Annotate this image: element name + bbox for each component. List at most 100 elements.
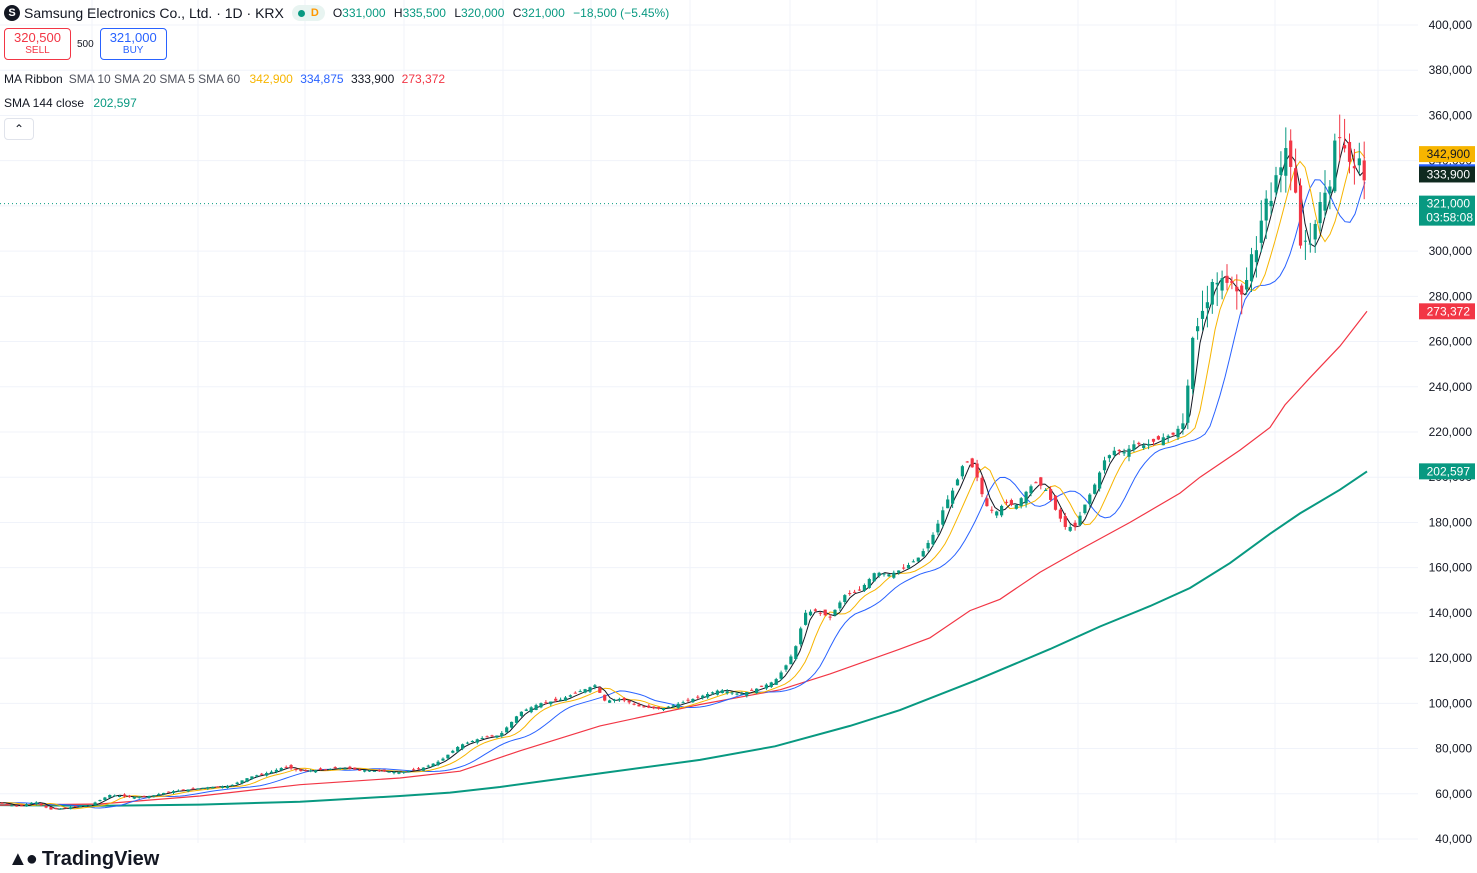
candle-body xyxy=(122,794,127,797)
axis-badge-bg xyxy=(1419,146,1475,163)
candle-body xyxy=(1039,477,1043,486)
candle-body xyxy=(436,761,440,766)
candle-body xyxy=(671,705,675,707)
candle-body xyxy=(59,808,63,810)
candle-body xyxy=(318,768,323,770)
sma-20-line xyxy=(0,179,1366,809)
candle-body xyxy=(1181,423,1185,429)
candle-body xyxy=(990,509,994,511)
sell-button[interactable]: 320,500 SELL xyxy=(4,28,71,60)
candle-body xyxy=(225,786,229,788)
candle-body xyxy=(598,687,602,693)
candle-body xyxy=(691,698,695,703)
candle-body xyxy=(1171,432,1175,435)
ma-ribbon-value-1: 342,900 xyxy=(249,72,293,86)
candle-body xyxy=(1303,240,1307,242)
candle-body xyxy=(142,795,146,797)
candle-body xyxy=(647,705,651,708)
candle-body xyxy=(358,769,362,771)
candle-body xyxy=(431,763,435,767)
axis-badge-label: 202,597 xyxy=(1427,464,1471,478)
candle-body xyxy=(1284,148,1288,176)
candle-body xyxy=(1166,435,1170,438)
candle-body xyxy=(1328,186,1332,194)
tradingview-brand[interactable]: ▲● TradingView xyxy=(8,848,160,870)
candle-body xyxy=(608,700,612,703)
candle-body xyxy=(818,612,822,614)
indicator-sma-144[interactable]: SMA 144 close 202,597 xyxy=(4,96,137,110)
candle-body xyxy=(1343,145,1347,149)
candle-body xyxy=(323,769,327,771)
candle-body xyxy=(113,795,117,797)
candle-body xyxy=(1240,285,1244,295)
sma-10-line xyxy=(0,150,1366,810)
candle-body xyxy=(730,692,734,694)
y-tick-label: 140,000 xyxy=(1429,606,1473,620)
market-status-pill[interactable]: D xyxy=(291,5,325,21)
candle-body xyxy=(206,787,210,789)
candle-body xyxy=(181,789,185,791)
candle-body xyxy=(1259,220,1263,243)
candle-body xyxy=(1029,486,1033,494)
candle-body xyxy=(1102,460,1107,471)
collapse-legend-button[interactable]: ⌃ xyxy=(4,118,34,140)
candle-body xyxy=(931,534,935,545)
candle-body xyxy=(73,806,78,808)
candle-body xyxy=(1161,437,1165,446)
candle-body xyxy=(1073,522,1077,527)
candle-body xyxy=(343,768,347,770)
candle-body xyxy=(480,738,484,740)
candle-body xyxy=(1117,449,1121,452)
candle-body xyxy=(588,687,592,692)
buy-button[interactable]: 321,000 BUY xyxy=(99,28,167,60)
candle-body xyxy=(15,805,19,807)
candle-body xyxy=(902,567,906,569)
y-tick-label: 100,000 xyxy=(1429,696,1473,710)
candle-body xyxy=(1352,166,1356,169)
candle-body xyxy=(955,479,960,486)
candle-body xyxy=(838,602,842,609)
candle-body xyxy=(118,795,122,797)
symbol-title[interactable]: Samsung Electronics Co., Ltd. · 1D · KRX xyxy=(24,5,284,21)
candle-body xyxy=(1215,282,1219,285)
candle-body xyxy=(696,696,700,698)
candle-body xyxy=(426,765,430,767)
candle-body xyxy=(1088,494,1092,504)
candle-body xyxy=(1176,428,1180,438)
candle-body xyxy=(1362,160,1366,181)
indicator-ma-ribbon[interactable]: MA Ribbon SMA 10 SMA 20 SMA 5 SMA 60 342,… xyxy=(4,72,446,86)
candle-body xyxy=(661,707,666,710)
candle-body xyxy=(108,795,112,798)
candle-body xyxy=(848,593,852,595)
candle-body xyxy=(1078,515,1082,525)
candle-body xyxy=(804,612,808,625)
candle-body xyxy=(186,789,190,792)
candle-body xyxy=(1249,254,1254,282)
candle-body xyxy=(1196,326,1200,332)
candle-body xyxy=(1004,501,1009,503)
candle-body xyxy=(485,736,489,738)
y-tick-label: 40,000 xyxy=(1435,832,1472,846)
axis-badge-label: 273,372 xyxy=(1427,304,1471,318)
candle-body xyxy=(333,767,337,769)
candle-body xyxy=(299,769,303,772)
candle-body xyxy=(853,591,857,593)
axis-badge-bg xyxy=(1419,303,1475,320)
axis-badge-bg xyxy=(1419,463,1475,480)
candle-body xyxy=(78,806,82,808)
candle-body xyxy=(421,767,425,771)
candle-body xyxy=(0,802,4,804)
candle-body xyxy=(1254,250,1258,263)
candle-body xyxy=(279,768,283,771)
candle-body xyxy=(495,735,499,738)
candle-body xyxy=(578,691,582,693)
candle-body xyxy=(1034,482,1038,484)
candle-body xyxy=(573,692,577,694)
candle-body xyxy=(382,769,386,772)
sma-60-line xyxy=(0,310,1368,806)
candle-body xyxy=(887,574,891,577)
candle-body xyxy=(196,788,200,790)
candle-body xyxy=(69,807,73,810)
y-tick-label: 240,000 xyxy=(1429,380,1473,394)
